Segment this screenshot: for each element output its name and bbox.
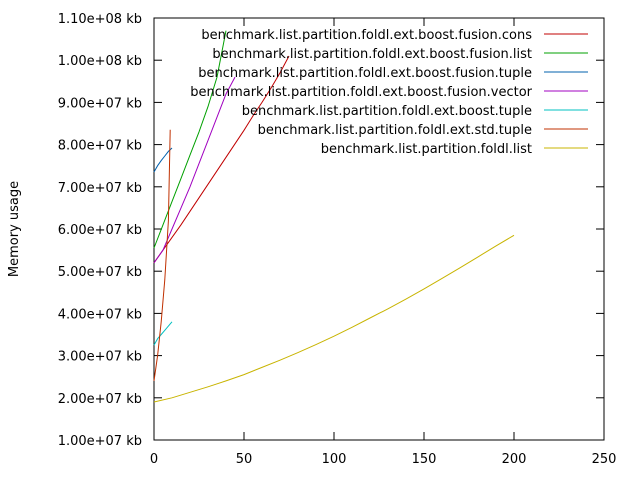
series-line-3	[153, 76, 236, 264]
y-tick-label: 1.10e+08 kb	[58, 12, 142, 27]
y-axis-ticks: 1.00e+07 kb 2.00e+07 kb 3.00e+07 kb 4.00e+0…	[58, 12, 604, 449]
series-line-2	[153, 147, 173, 173]
x-tick-label: 50	[236, 452, 253, 467]
x-tick-label: 100	[322, 452, 347, 467]
y-tick-label: 3.00e+07 kb	[58, 350, 142, 365]
x-tick-label: 0	[150, 452, 158, 467]
y-tick-label: 1.00e+07 kb	[58, 434, 142, 449]
legend-label-6: benchmark.list.partition.foldl.list	[321, 142, 532, 157]
series-line-4	[153, 321, 173, 346]
legend-label-2: benchmark.list.partition.foldl.ext.boost…	[198, 66, 532, 81]
x-axis-ticks: 0 50 100 150 200 250	[150, 18, 617, 467]
y-tick-label: 4.00e+07 kb	[58, 307, 142, 322]
y-tick-label: 6.00e+07 kb	[58, 223, 142, 238]
y-tick-label: 1.00e+08 kb	[58, 54, 142, 69]
legend-label-5: benchmark.list.partition.foldl.ext.std.t…	[258, 123, 532, 138]
y-tick-label: 5.00e+07 kb	[58, 265, 142, 280]
series-line-1	[153, 30, 227, 249]
x-tick-label: 150	[412, 452, 437, 467]
y-axis-label: Memory usage	[7, 181, 22, 277]
legend-label-0: benchmark.list.partition.foldl.ext.boost…	[201, 28, 532, 43]
y-tick-label: 9.00e+07 kb	[58, 96, 142, 111]
y-tick-label: 2.00e+07 kb	[58, 392, 142, 407]
legend: benchmark.list.partition.foldl.ext.boost…	[190, 28, 588, 157]
plot-frame	[153, 17, 605, 441]
x-tick-label: 250	[592, 452, 617, 467]
legend-label-4: benchmark.list.partition.foldl.ext.boost…	[242, 104, 532, 119]
series-line-6	[153, 234, 515, 403]
series-lines	[153, 30, 515, 403]
legend-label-3: benchmark.list.partition.foldl.ext.boost…	[190, 85, 532, 100]
y-tick-label: 8.00e+07 kb	[58, 139, 142, 154]
x-tick-label: 200	[502, 452, 527, 467]
y-tick-label: 7.00e+07 kb	[58, 181, 142, 196]
series-line-0	[153, 55, 290, 264]
legend-label-1: benchmark.list.partition.foldl.ext.boost…	[212, 47, 532, 62]
series-line-5	[153, 129, 171, 381]
